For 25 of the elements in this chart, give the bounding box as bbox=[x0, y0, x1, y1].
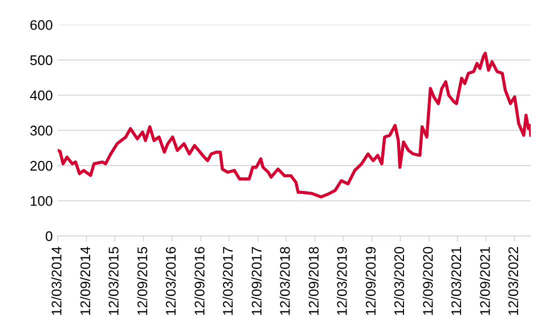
x-tick-label: 12/09/2016 bbox=[194, 246, 205, 315]
x-tick-label: 12/03/2015 bbox=[108, 246, 119, 315]
x-tick-label: 12/09/2014 bbox=[80, 246, 90, 315]
y-tick-label: 300 bbox=[30, 126, 52, 136]
line-series bbox=[58, 52, 531, 198]
x-tick-label: 12/03/2016 bbox=[166, 246, 176, 315]
y-tick-label: 500 bbox=[30, 55, 52, 66]
x-tick-label: 12/03/2019 bbox=[336, 247, 347, 315]
y-tick-label: 100 bbox=[30, 196, 52, 206]
x-tick-label: 12/09/2020 bbox=[422, 246, 433, 315]
x-tick-label: 12/03/2017 bbox=[222, 247, 233, 315]
y-tick-label: 600 bbox=[30, 20, 52, 30]
x-tick-label: 12/03/2022 bbox=[508, 247, 518, 315]
x-tick-label: 12/09/2015 bbox=[137, 246, 148, 315]
x-tick-label: 12/09/2018 bbox=[308, 246, 319, 315]
x-tick-label: 12/09/2019 bbox=[365, 247, 376, 315]
x-tick-label: 12/09/2021 bbox=[480, 247, 490, 315]
x-tick-label: 12/03/2018 bbox=[280, 246, 290, 315]
y-tick-label: 400 bbox=[30, 90, 52, 100]
y-tick-label: 200 bbox=[30, 160, 52, 171]
x-tick-label: 12/03/2020 bbox=[394, 246, 404, 315]
x-tick-label: 12/03/2021 bbox=[450, 247, 462, 315]
x-tick-label: 12/09/2017 bbox=[251, 247, 262, 315]
y-tick-label: 0 bbox=[46, 231, 52, 242]
x-tick-label: 12/03/2014 bbox=[51, 246, 62, 315]
